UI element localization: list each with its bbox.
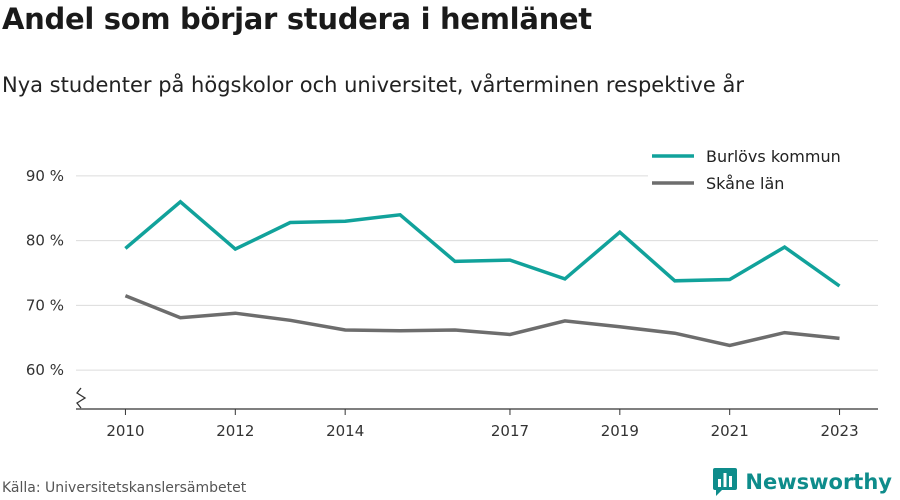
- legend: Burlövs kommun Skåne län: [648, 144, 880, 195]
- brand-name: Newsworthy: [745, 470, 892, 494]
- y-tick-label: 60 %: [26, 361, 64, 379]
- line-chart: 60 % 70 % 80 % 90 % 2010 2012 2014 2017 2019 202…: [0, 0, 900, 470]
- x-tick-label: 2019: [601, 422, 639, 440]
- legend-label: Burlövs kommun: [706, 147, 841, 166]
- x-axis: 2010 2012 2014 2017 2019 2021 2023: [76, 409, 878, 440]
- newsworthy-logo-icon: [713, 468, 737, 496]
- legend-label: Skåne län: [706, 174, 784, 193]
- y-tick-label: 80 %: [26, 232, 64, 250]
- source-note: Källa: Universitetskanslersämbetet: [2, 480, 246, 496]
- x-tick-label: 2017: [491, 422, 529, 440]
- series-lines: [125, 202, 839, 346]
- brand: Newsworthy: [713, 468, 892, 496]
- series-line-burlov: [125, 202, 839, 286]
- y-axis: 60 % 70 % 80 % 90 %: [26, 167, 85, 408]
- y-tick-label: 90 %: [26, 167, 64, 185]
- axis-break-icon: [77, 388, 85, 408]
- x-tick-label: 2023: [820, 422, 858, 440]
- x-tick-label: 2010: [106, 422, 144, 440]
- x-tick-label: 2014: [326, 422, 364, 440]
- x-tick-label: 2012: [216, 422, 254, 440]
- series-line-skane: [125, 296, 839, 346]
- x-tick-label: 2021: [711, 422, 749, 440]
- y-tick-label: 70 %: [26, 296, 64, 314]
- gridlines: [76, 176, 878, 370]
